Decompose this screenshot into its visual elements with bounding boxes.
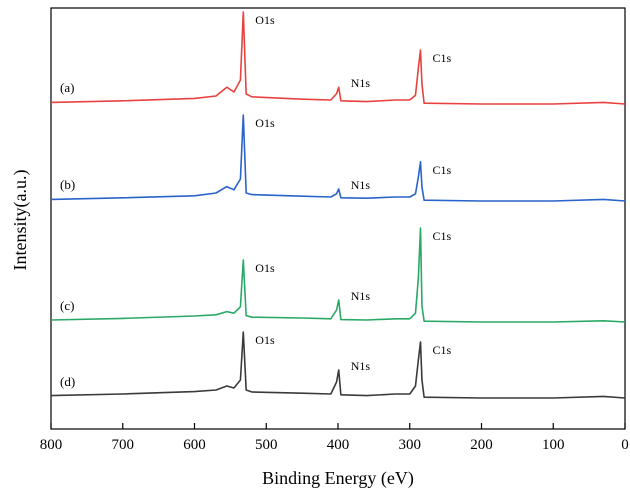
series-label: (b) (60, 177, 75, 192)
x-tick-label: 800 (40, 437, 63, 453)
series-line (50, 11, 626, 105)
peak-label: O1s (255, 261, 275, 275)
x-tick-label: 700 (112, 437, 135, 453)
peak-label: C1s (433, 229, 452, 243)
series-label: (a) (60, 80, 74, 95)
x-tick-label: 500 (255, 437, 278, 453)
x-tick-label: 400 (327, 437, 350, 453)
plot-frame (50, 7, 626, 430)
x-axis-ticks: 800 700 600 500 400 300 200 100 0 (40, 423, 629, 453)
peak-label: O1s (255, 333, 275, 347)
x-tick-label: 300 (399, 437, 422, 453)
y-axis-label: Intensity(a.u.) (10, 170, 31, 271)
x-tick-label: 600 (183, 437, 206, 453)
series-line (50, 331, 626, 399)
peak-label: C1s (433, 343, 452, 357)
series-labels: (a) (b) (c) (d) (60, 80, 75, 389)
series-line (50, 227, 626, 323)
x-axis-label: Binding Energy (eV) (262, 468, 414, 489)
peak-label: O1s (255, 116, 275, 130)
x-tick-label: 0 (621, 437, 629, 453)
series-line (50, 114, 626, 202)
peak-label: O1s (255, 13, 275, 27)
peak-label: N1s (351, 359, 371, 373)
peak-label: C1s (433, 51, 452, 65)
peak-labels: O1s N1s C1s O1s N1s C1s O1s N1s C1s O1s N1s C1s (255, 13, 451, 373)
series-layer (50, 11, 626, 399)
x-tick-label: 200 (470, 437, 493, 453)
x-tick-label: 100 (542, 437, 565, 453)
peak-label: C1s (433, 163, 452, 177)
series-label: (c) (60, 298, 74, 313)
peak-label: N1s (351, 178, 371, 192)
series-label: (d) (60, 374, 75, 389)
peak-label: N1s (351, 289, 371, 303)
peak-label: N1s (351, 76, 371, 90)
